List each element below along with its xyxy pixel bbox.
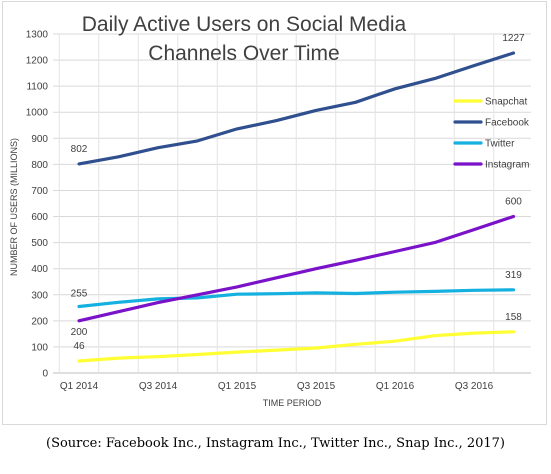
x-tick-label: Q1 2014 (60, 381, 99, 392)
data-labels: 802 1227 200 600 255 319 46 158 (71, 33, 525, 352)
y-tick-label: 1000 (26, 108, 49, 119)
y-axis-label: NUMBER OF USERS (MILLIONS) (9, 138, 19, 276)
axes: 0 100 200 300 400 500 600 700 800 900 1000 1100 1200… (26, 30, 494, 393)
x-tick-label: Q3 2016 (455, 381, 494, 392)
y-tick-label: 800 (31, 160, 48, 171)
y-tick-label: 400 (31, 264, 48, 275)
legend-label-instagram: Instagram (485, 160, 529, 171)
y-tick-label: 200 (31, 316, 48, 327)
y-tick-label: 1200 (26, 56, 49, 67)
series-lines (77, 51, 516, 363)
x-tick-label: Q1 2016 (376, 381, 415, 392)
data-label-snapchat: 158 (505, 312, 522, 323)
data-label-twitter: 255 (71, 289, 88, 300)
legend-label-twitter: Twitter (485, 139, 515, 150)
legend-label-facebook: Facebook (485, 118, 530, 129)
y-tick-label: 500 (31, 238, 48, 249)
chart-title-line-1: Daily Active Users on Social Media (82, 13, 407, 36)
series-line-instagram (77, 214, 516, 323)
data-label-twitter: 319 (505, 270, 522, 281)
y-tick-label: 700 (31, 186, 48, 197)
series-line-facebook (77, 51, 516, 166)
data-label-facebook: 1227 (502, 33, 525, 44)
y-tick-label: 600 (31, 212, 48, 223)
gridlines (53, 33, 531, 374)
chart-title-line-2: Channels Over Time (148, 42, 339, 65)
y-tick-label: 900 (31, 134, 48, 145)
x-tick-label: Q1 2015 (218, 381, 257, 392)
legend-label-snapchat: Snapchat (485, 97, 527, 108)
y-tick-label: 1100 (26, 82, 48, 93)
y-tick-label: 300 (31, 290, 48, 301)
series-line-twitter (77, 288, 516, 309)
series-line-snapchat (77, 330, 516, 363)
data-label-instagram: 200 (71, 327, 88, 338)
legend: Snapchat Facebook Twitter Instagram (453, 97, 530, 171)
x-tick-label: Q3 2014 (139, 381, 178, 392)
y-tick-label: 100 (31, 342, 48, 353)
y-tick-label: 0 (42, 369, 48, 380)
y-tick-label: 1300 (26, 30, 49, 41)
source-note: (Source: Facebook Inc., Instagram Inc., … (46, 436, 505, 451)
data-label-instagram: 600 (505, 197, 522, 208)
chart-frame: 0 100 200 300 400 500 600 700 800 900 1000 1100 1200… (2, 1, 547, 425)
data-label-snapchat: 46 (73, 341, 85, 352)
line-chart: 0 100 200 300 400 500 600 700 800 900 1000 1100 1200… (9, 13, 531, 408)
x-tick-label: Q3 2015 (297, 381, 336, 392)
data-label-facebook: 802 (71, 144, 88, 155)
x-axis-label: TIME PERIOD (263, 398, 322, 408)
